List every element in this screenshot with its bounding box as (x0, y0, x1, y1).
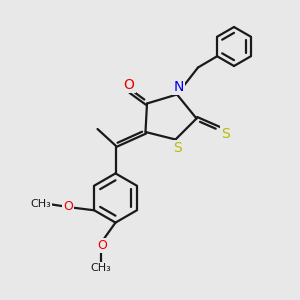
Text: O: O (63, 200, 73, 213)
Text: S: S (173, 141, 182, 155)
Text: O: O (97, 238, 107, 252)
Text: CH₃: CH₃ (90, 262, 111, 273)
Text: CH₃: CH₃ (31, 199, 52, 209)
Text: O: O (124, 78, 134, 92)
Text: S: S (221, 127, 230, 140)
Text: N: N (173, 80, 184, 94)
